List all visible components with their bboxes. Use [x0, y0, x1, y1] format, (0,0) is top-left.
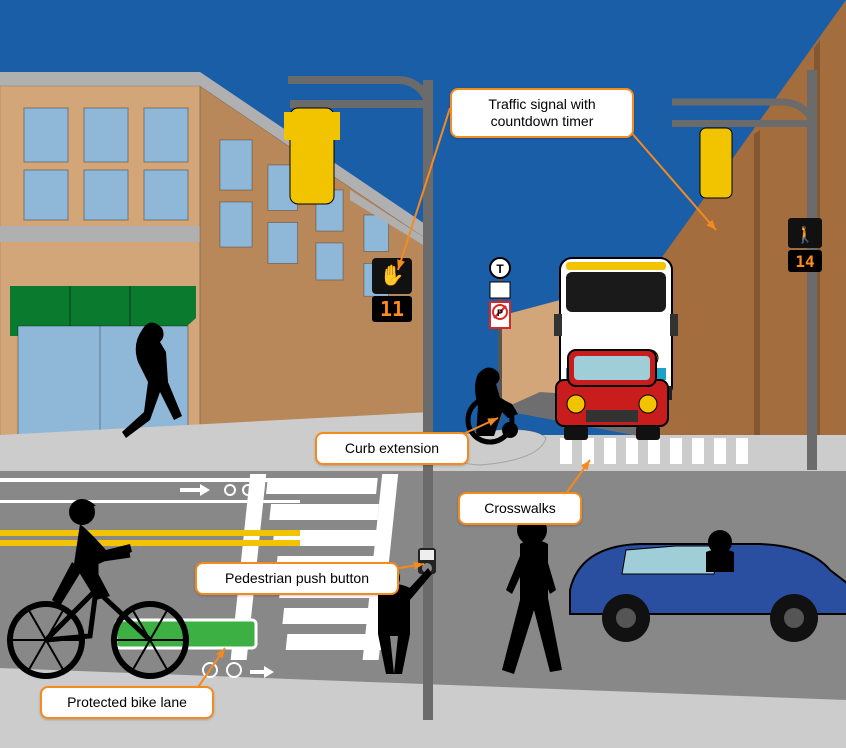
- svg-text:T: T: [496, 262, 504, 276]
- scene-svg: ✋11🚶14TP: [0, 0, 846, 748]
- callout-curb-extension: Curb extension: [315, 432, 469, 465]
- svg-text:🚶: 🚶: [795, 225, 815, 244]
- svg-text:14: 14: [795, 252, 814, 271]
- svg-text:P: P: [497, 308, 503, 318]
- callout-bike-lane: Protected bike lane: [40, 686, 214, 719]
- callout-crosswalks: Crosswalks: [458, 492, 582, 525]
- diagram-stage: ✋11🚶14TP Traffic signal with countdown t…: [0, 0, 846, 748]
- svg-text:11: 11: [380, 297, 404, 321]
- callout-traffic-signal: Traffic signal with countdown timer: [450, 88, 634, 138]
- callout-push-button: Pedestrian push button: [195, 562, 399, 595]
